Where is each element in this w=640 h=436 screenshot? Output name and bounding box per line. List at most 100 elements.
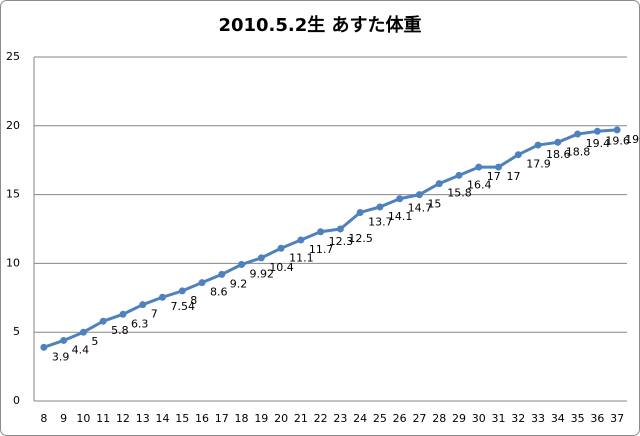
- x-tick-label: 18: [235, 412, 249, 425]
- data-point: [277, 244, 285, 252]
- x-tick-label: 35: [571, 412, 585, 425]
- data-label: 5.8: [111, 324, 129, 337]
- data-label: 14.1: [388, 210, 413, 223]
- data-point: [198, 279, 206, 287]
- data-point: [336, 225, 344, 233]
- x-tick-label: 16: [195, 412, 209, 425]
- x-tick-label: 10: [76, 412, 90, 425]
- x-tick-label: 11: [96, 412, 110, 425]
- x-tick-label: 30: [472, 412, 486, 425]
- x-tick-label: 9: [60, 412, 67, 425]
- x-tick-label: 17: [215, 412, 229, 425]
- data-label: 11.1: [289, 251, 314, 264]
- data-label: 6.3: [131, 317, 149, 330]
- data-label: 14.7: [408, 202, 433, 215]
- data-line: [43, 128, 618, 349]
- data-point: [60, 336, 68, 344]
- x-tick-label: 25: [373, 412, 387, 425]
- x-tick-label: 37: [610, 412, 624, 425]
- data-point: [574, 130, 582, 138]
- x-tick-label: 15: [175, 412, 189, 425]
- x-tick-label: 13: [136, 412, 150, 425]
- x-tick-label: 22: [314, 412, 328, 425]
- data-label: 18.8: [566, 145, 591, 158]
- y-tick-label: 5: [13, 325, 20, 338]
- data-point: [455, 171, 463, 179]
- x-tick-label: 20: [274, 412, 288, 425]
- data-label: 9.2: [230, 277, 248, 290]
- data-point: [593, 127, 601, 135]
- data-label: 17.9: [526, 158, 551, 171]
- data-label: 15.8: [447, 187, 472, 200]
- x-tick-label: 23: [333, 412, 347, 425]
- x-tick-label: 27: [412, 412, 426, 425]
- data-label: 10.4: [269, 261, 294, 274]
- x-tick-label: 34: [551, 412, 565, 425]
- data-label: 17: [507, 170, 521, 183]
- data-point: [396, 195, 404, 203]
- data-point: [79, 328, 87, 336]
- x-tick-label: 33: [531, 412, 545, 425]
- data-label: 13.7: [368, 215, 393, 228]
- y-tick-label: 20: [6, 119, 20, 132]
- y-tick-label: 0: [13, 394, 20, 407]
- data-label: 3.9: [52, 350, 69, 363]
- data-label: 7: [151, 308, 158, 321]
- data-point: [297, 236, 305, 244]
- data-point: [178, 287, 186, 295]
- data-label: 5: [91, 335, 98, 348]
- data-point: [415, 191, 423, 199]
- x-tick-label: 8: [40, 412, 47, 425]
- x-tick-label: 24: [353, 412, 367, 425]
- data-label: 12.3: [329, 235, 354, 248]
- data-point: [218, 270, 226, 278]
- data-point: [139, 301, 147, 309]
- data-point: [317, 228, 325, 236]
- data-label: 7.54: [170, 300, 195, 313]
- data-point: [376, 203, 384, 211]
- data-point: [435, 180, 443, 188]
- data-label: 8.6: [210, 286, 228, 299]
- data-point: [356, 208, 364, 216]
- data-point: [534, 141, 542, 149]
- x-tick-label: 36: [590, 412, 604, 425]
- data-point: [99, 317, 107, 325]
- data-point: [514, 151, 522, 159]
- data-label: 19.7: [625, 133, 640, 146]
- x-tick-label: 21: [294, 412, 308, 425]
- data-point: [257, 254, 265, 262]
- y-tick-label: 15: [6, 188, 20, 201]
- data-label: 8: [190, 294, 197, 307]
- data-point: [238, 261, 246, 269]
- data-point: [158, 293, 166, 301]
- x-tick-label: 31: [492, 412, 506, 425]
- data-point: [475, 163, 483, 171]
- x-tick-label: 28: [432, 412, 446, 425]
- x-tick-label: 29: [452, 412, 466, 425]
- data-label: 17: [487, 170, 501, 183]
- data-label: 16.4: [467, 178, 492, 191]
- data-label: 18.6: [546, 148, 571, 161]
- data-label: 12.5: [348, 232, 373, 245]
- x-tick-label: 26: [393, 412, 407, 425]
- data-point: [613, 126, 621, 134]
- data-point: [119, 310, 127, 318]
- data-label: 9.92: [250, 268, 274, 281]
- data-point: [554, 138, 562, 146]
- x-tick-label: 19: [254, 412, 268, 425]
- x-tick-label: 32: [511, 412, 525, 425]
- data-label: 4.4: [72, 343, 90, 356]
- x-tick-label: 12: [116, 412, 130, 425]
- y-tick-label: 25: [6, 50, 20, 63]
- data-point: [40, 343, 48, 351]
- data-label: 19.6: [605, 134, 630, 147]
- data-point: [495, 163, 503, 171]
- data-label: 19.4: [586, 137, 611, 150]
- x-tick-label: 14: [155, 412, 169, 425]
- data-label: 11.7: [309, 243, 334, 256]
- data-label: 15: [427, 198, 441, 211]
- y-tick-label: 10: [6, 256, 20, 269]
- chart-title: 2010.5.2生 あすた体重: [218, 14, 421, 36]
